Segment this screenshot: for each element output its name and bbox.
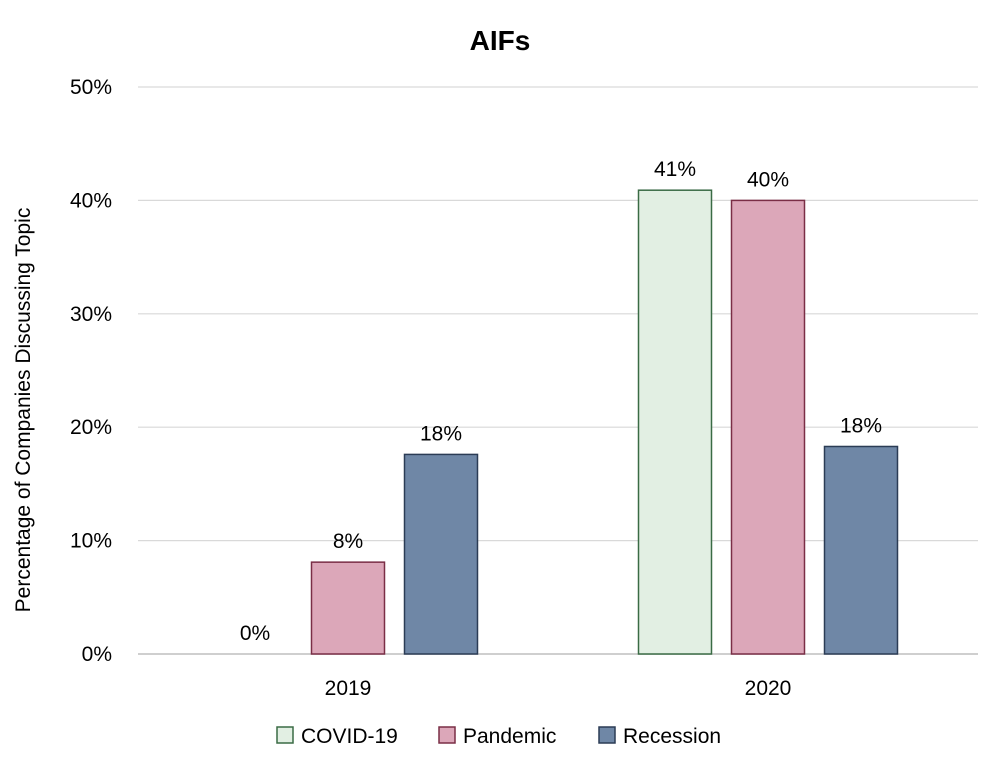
chart-title: AIFs	[470, 25, 531, 56]
x-tick-label: 2020	[745, 677, 792, 700]
legend: COVID-19 Pandemic Recession	[276, 725, 721, 748]
x-tick-label: 2019	[325, 677, 372, 700]
data-label: 18%	[840, 414, 882, 437]
bar-pandemic-2020	[730, 199, 806, 655]
data-label: 8%	[333, 530, 363, 553]
bars	[310, 189, 899, 655]
y-tick-label: 20%	[70, 416, 112, 439]
legend-swatch-recession	[598, 726, 616, 744]
data-label: 18%	[420, 422, 462, 445]
y-tick-label: 40%	[70, 189, 112, 212]
bar-recession-2019	[403, 453, 479, 655]
data-label: 41%	[654, 158, 696, 181]
data-labels: 0% 8% 18% 41% 40% 18%	[240, 158, 882, 645]
bar-recession-2020	[823, 445, 899, 655]
legend-label: Recession	[623, 725, 721, 748]
legend-label: Pandemic	[463, 725, 556, 748]
y-tick-label: 10%	[70, 530, 112, 553]
data-label: 0%	[240, 622, 270, 645]
data-label: 40%	[747, 168, 789, 191]
y-axis-label: Percentage of Companies Discussing Topic	[12, 208, 35, 613]
legend-label: COVID-19	[301, 725, 398, 748]
bar-covid-19-2020	[637, 189, 713, 655]
y-tick-label: 50%	[70, 76, 112, 99]
y-tick-label: 0%	[82, 643, 112, 666]
legend-swatch-pandemic	[438, 726, 456, 744]
bar-pandemic-2019	[310, 561, 386, 655]
y-tick-label: 30%	[70, 303, 112, 326]
x-axis-ticks: 2019 2020	[325, 677, 792, 700]
legend-swatch-covid-19	[276, 726, 294, 744]
y-axis-ticks: 0% 10% 20% 30% 40% 50%	[70, 76, 112, 666]
